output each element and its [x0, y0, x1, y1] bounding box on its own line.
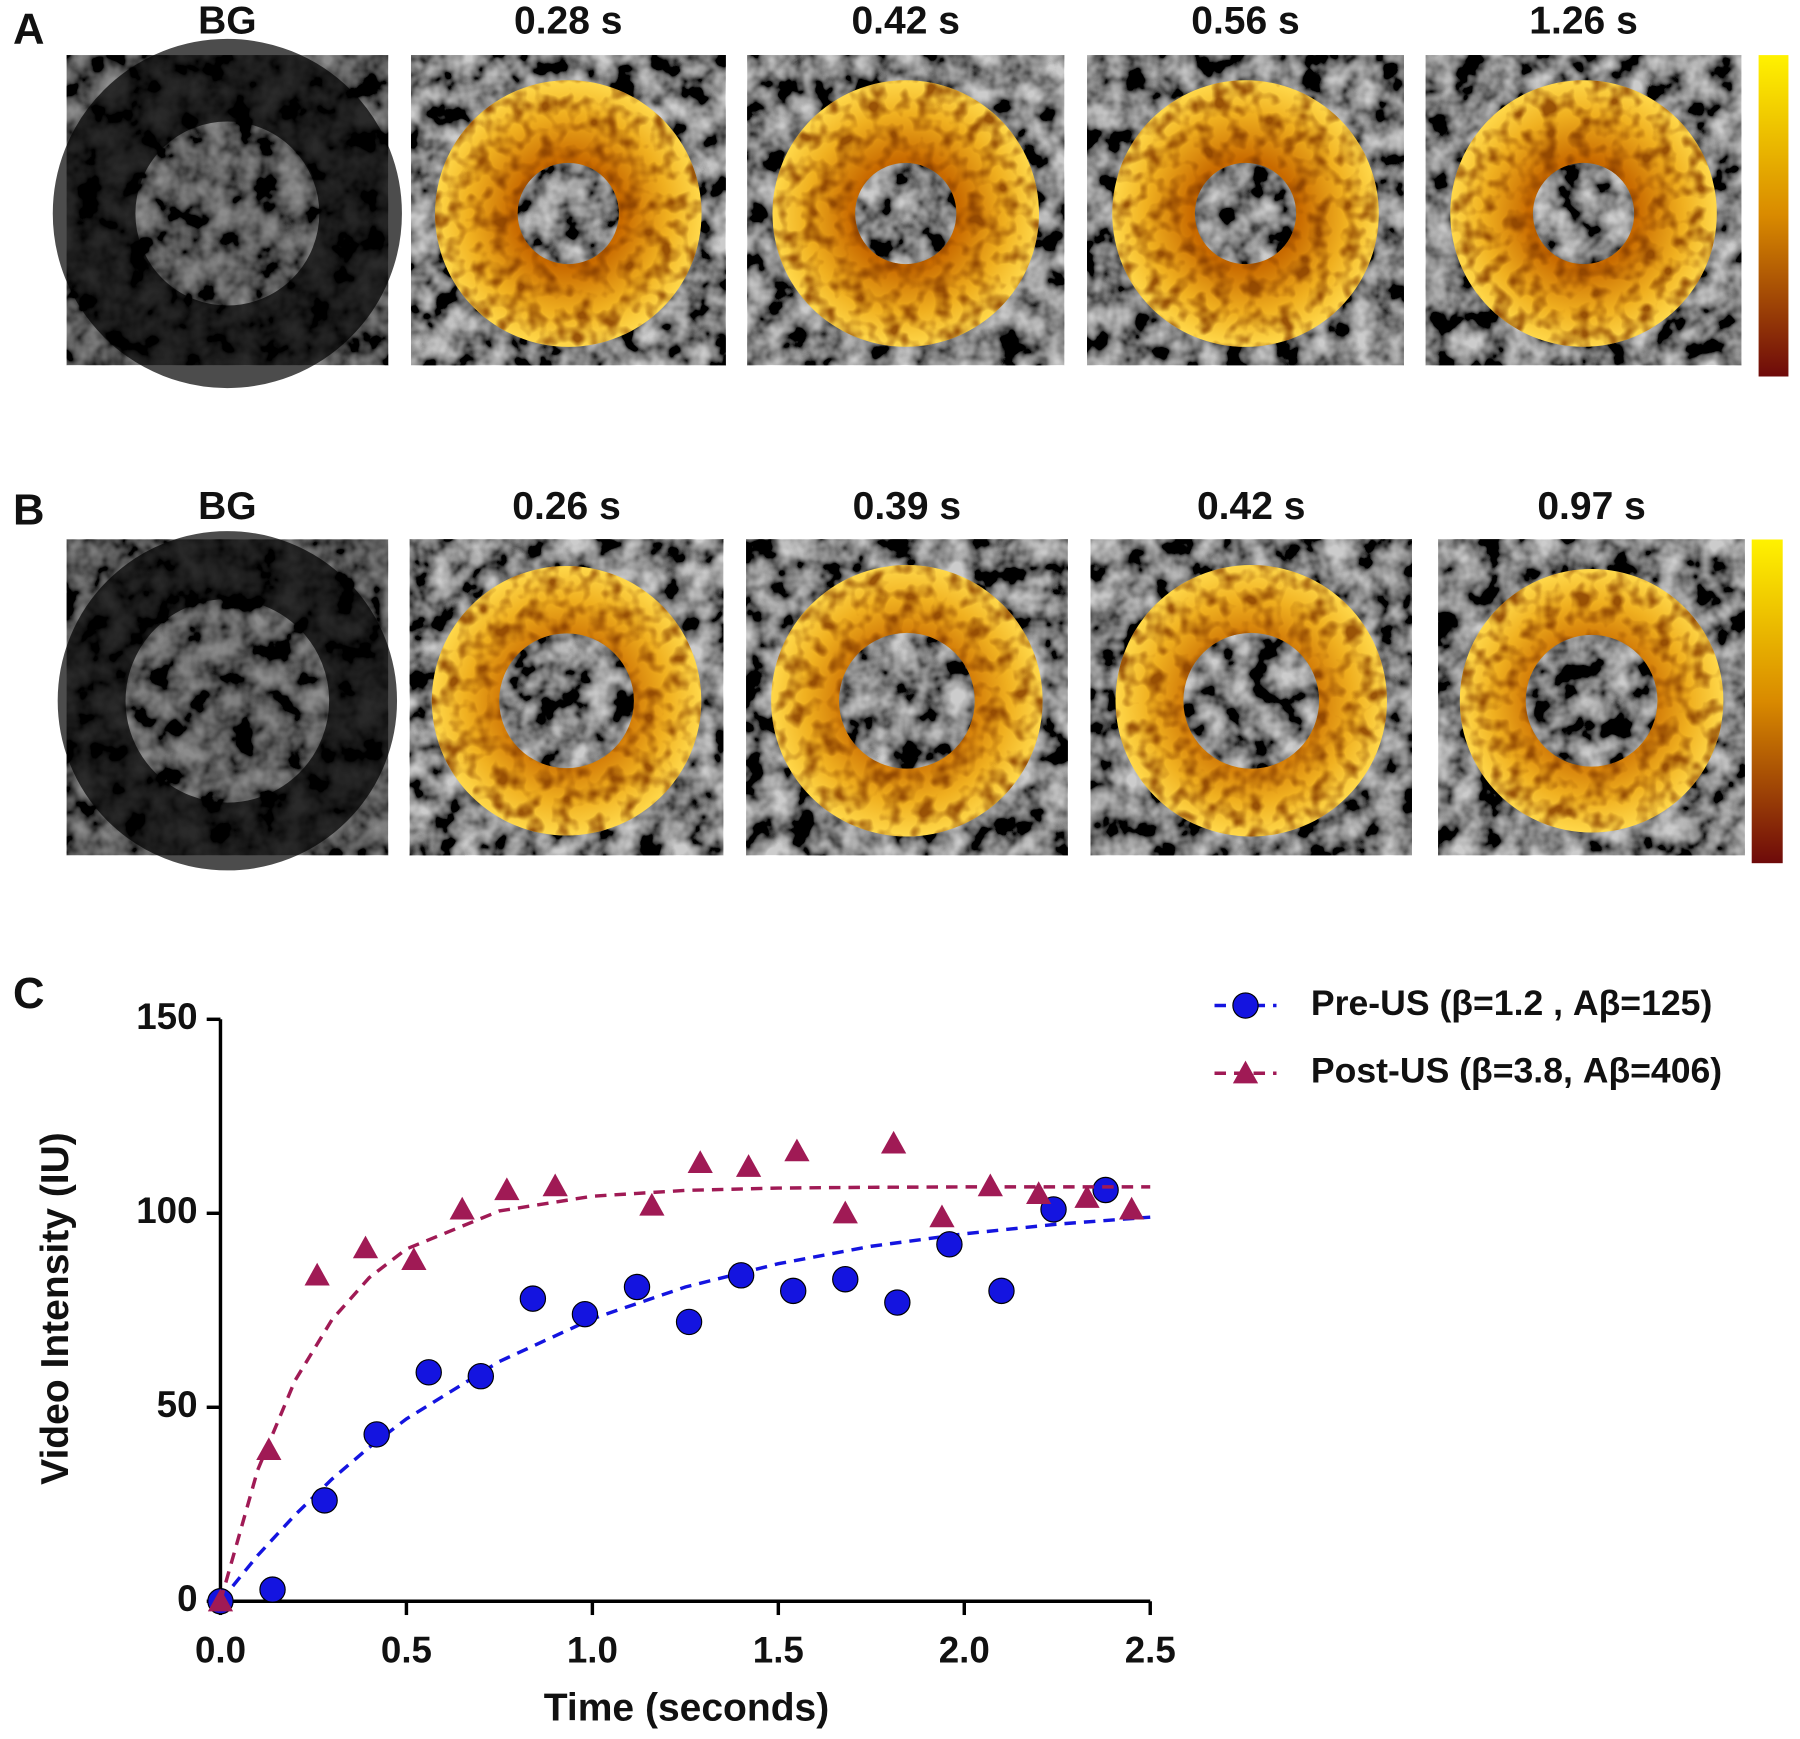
x-tick-label: 1.5	[753, 1630, 804, 1671]
panel-label: B	[13, 487, 44, 535]
frame-label: 0.42 s	[851, 0, 959, 42]
data-point	[735, 1154, 762, 1177]
legend-label: Post-US (β=3.8, Aβ=406)	[1311, 1051, 1722, 1091]
data-point	[467, 1363, 495, 1390]
y-tick-label: 150	[136, 996, 197, 1037]
data-point	[256, 1437, 282, 1461]
perfusion-texture	[431, 566, 702, 836]
data-point	[259, 1576, 286, 1603]
frame-label: 0.28 s	[514, 0, 622, 42]
data-point	[571, 1300, 599, 1328]
data-point	[727, 1262, 755, 1289]
frame-label: 0.26 s	[512, 485, 620, 528]
image-frame	[57, 531, 398, 871]
perfusion-texture	[772, 80, 1040, 347]
frame-label: BG	[198, 0, 257, 42]
fit-line	[218, 1185, 1151, 1602]
legend-marker	[1232, 992, 1259, 1019]
x-tick-label: 2.0	[939, 1630, 990, 1671]
image-frame	[52, 38, 402, 389]
data-point	[832, 1200, 858, 1224]
data-point	[449, 1196, 475, 1220]
data-point	[623, 1273, 651, 1301]
frame-label: 0.97 s	[1537, 485, 1645, 528]
y-axis-label: Video Intensity (IU)	[34, 1132, 77, 1485]
panel-label: A	[13, 6, 44, 54]
data-point	[1092, 1176, 1119, 1204]
perfusion-texture	[771, 565, 1043, 837]
data-point	[639, 1192, 665, 1216]
image-frame	[746, 539, 1068, 856]
legend-label: Pre-US (β=1.2 , Aβ=125)	[1311, 983, 1712, 1023]
panel-label: C	[13, 970, 44, 1018]
y-tick-label: 50	[157, 1384, 198, 1425]
data-point	[401, 1247, 427, 1270]
image-frame	[411, 55, 726, 366]
data-point	[977, 1173, 1003, 1197]
colorbar	[1751, 539, 1783, 864]
frame-label: 1.26 s	[1529, 0, 1637, 42]
x-tick-label: 0.5	[381, 1630, 432, 1671]
colorbar	[1758, 55, 1789, 377]
data-point	[780, 1277, 807, 1305]
frame-label: BG	[198, 485, 257, 528]
data-point	[880, 1130, 907, 1154]
data-point	[363, 1421, 390, 1448]
x-tick-label: 1.0	[567, 1630, 618, 1671]
data-point	[784, 1138, 810, 1162]
y-tick-label: 100	[136, 1190, 197, 1231]
perfusion-texture	[1450, 80, 1717, 347]
data-point	[675, 1308, 703, 1336]
data-point	[1074, 1185, 1100, 1208]
fit-line	[219, 1215, 1151, 1603]
legend-marker	[1232, 1060, 1259, 1084]
image-shadow	[57, 531, 398, 871]
data-point	[884, 1289, 911, 1316]
perfusion-texture	[1112, 80, 1379, 347]
data-point	[1119, 1196, 1145, 1220]
data-point	[352, 1235, 379, 1259]
data-point	[687, 1150, 713, 1173]
perfusion-texture	[1115, 565, 1387, 837]
image-frame	[747, 55, 1065, 366]
image-frame	[1087, 55, 1404, 366]
image-frame	[1425, 55, 1742, 366]
x-tick-label: 0.0	[195, 1630, 246, 1671]
data-point	[832, 1266, 859, 1293]
data-point	[936, 1231, 963, 1258]
data-point	[1026, 1181, 1052, 1204]
data-point	[494, 1177, 520, 1201]
frame-label: 0.39 s	[853, 485, 961, 528]
x-axis-label: Time (seconds)	[544, 1687, 829, 1730]
frame-label: 0.56 s	[1191, 0, 1299, 42]
data-point	[929, 1204, 955, 1228]
data-point	[304, 1262, 330, 1286]
image-shadow	[52, 38, 402, 389]
data-point	[519, 1285, 547, 1312]
data-point	[207, 1588, 234, 1612]
data-point	[988, 1277, 1015, 1305]
y-tick-label: 0	[177, 1578, 197, 1619]
data-point	[311, 1487, 338, 1514]
x-tick-label: 2.5	[1125, 1630, 1176, 1671]
image-frame	[1090, 539, 1412, 856]
data-point	[542, 1173, 568, 1197]
image-frame	[1438, 539, 1745, 856]
frame-label: 0.42 s	[1197, 485, 1305, 528]
perfusion-texture	[1459, 568, 1724, 833]
perfusion-texture	[435, 80, 702, 347]
image-frame	[409, 539, 724, 856]
data-point	[415, 1359, 442, 1386]
